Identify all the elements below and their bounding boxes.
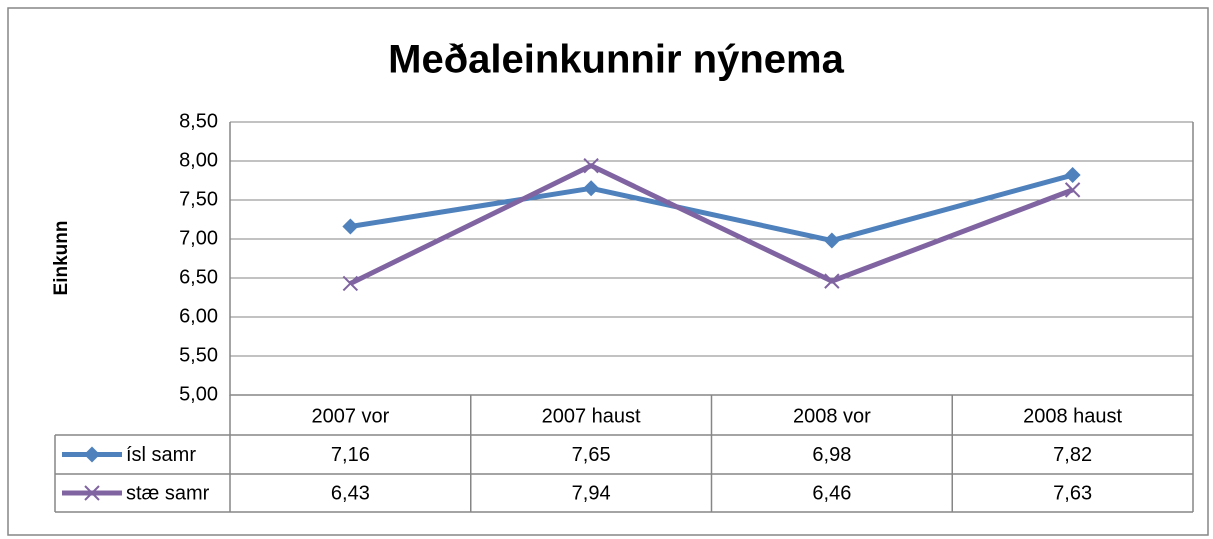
y-tick-label: 6,00 (179, 305, 218, 327)
marker (1064, 167, 1081, 184)
data-table-value: 7,63 (1053, 482, 1092, 504)
y-tick-label: 7,50 (179, 188, 218, 210)
y-tick-label: 6,50 (179, 266, 218, 288)
data-table-value: 6,98 (812, 444, 851, 466)
series-line (349, 172, 1074, 244)
data-table-value: 7,94 (572, 482, 611, 504)
series-line (349, 163, 1074, 286)
data-table-value: 7,82 (1053, 444, 1092, 466)
x-tick-label: 2008 vor (793, 405, 871, 427)
marker (583, 180, 600, 197)
chart-title: Meðaleinkunnir nýnema (388, 38, 844, 82)
y-tick-label: 8,00 (179, 149, 218, 171)
marker (583, 157, 599, 174)
marker (1064, 182, 1081, 198)
legend-key-marker (84, 446, 100, 463)
y-tick-label: 5,50 (179, 344, 218, 366)
data-table-frame (54, 395, 1193, 513)
y-tick-label: 7,00 (179, 227, 218, 249)
data-table-value: 6,43 (331, 482, 370, 504)
y-tick-label: 5,00 (179, 383, 218, 405)
x-tick-label: 2008 haust (1023, 405, 1122, 427)
x-tick-label: 2007 vor (311, 405, 389, 427)
marker (342, 218, 359, 235)
marker (342, 275, 359, 292)
x-tick-label: 2007 haust (542, 405, 641, 427)
legend-key-marker (84, 485, 100, 501)
y-axis-label: Einkunn (51, 221, 72, 296)
marker (824, 273, 840, 289)
y-tick-label: 8,50 (179, 110, 218, 132)
chart-border (7, 7, 1209, 536)
legend-label: ísl samr (126, 444, 196, 466)
data-table-value: 7,16 (331, 444, 370, 466)
legend-label: stæ samr (126, 482, 210, 504)
data-table-value: 6,46 (812, 482, 851, 504)
data-table-value: 7,65 (572, 444, 611, 466)
marker (823, 232, 840, 249)
